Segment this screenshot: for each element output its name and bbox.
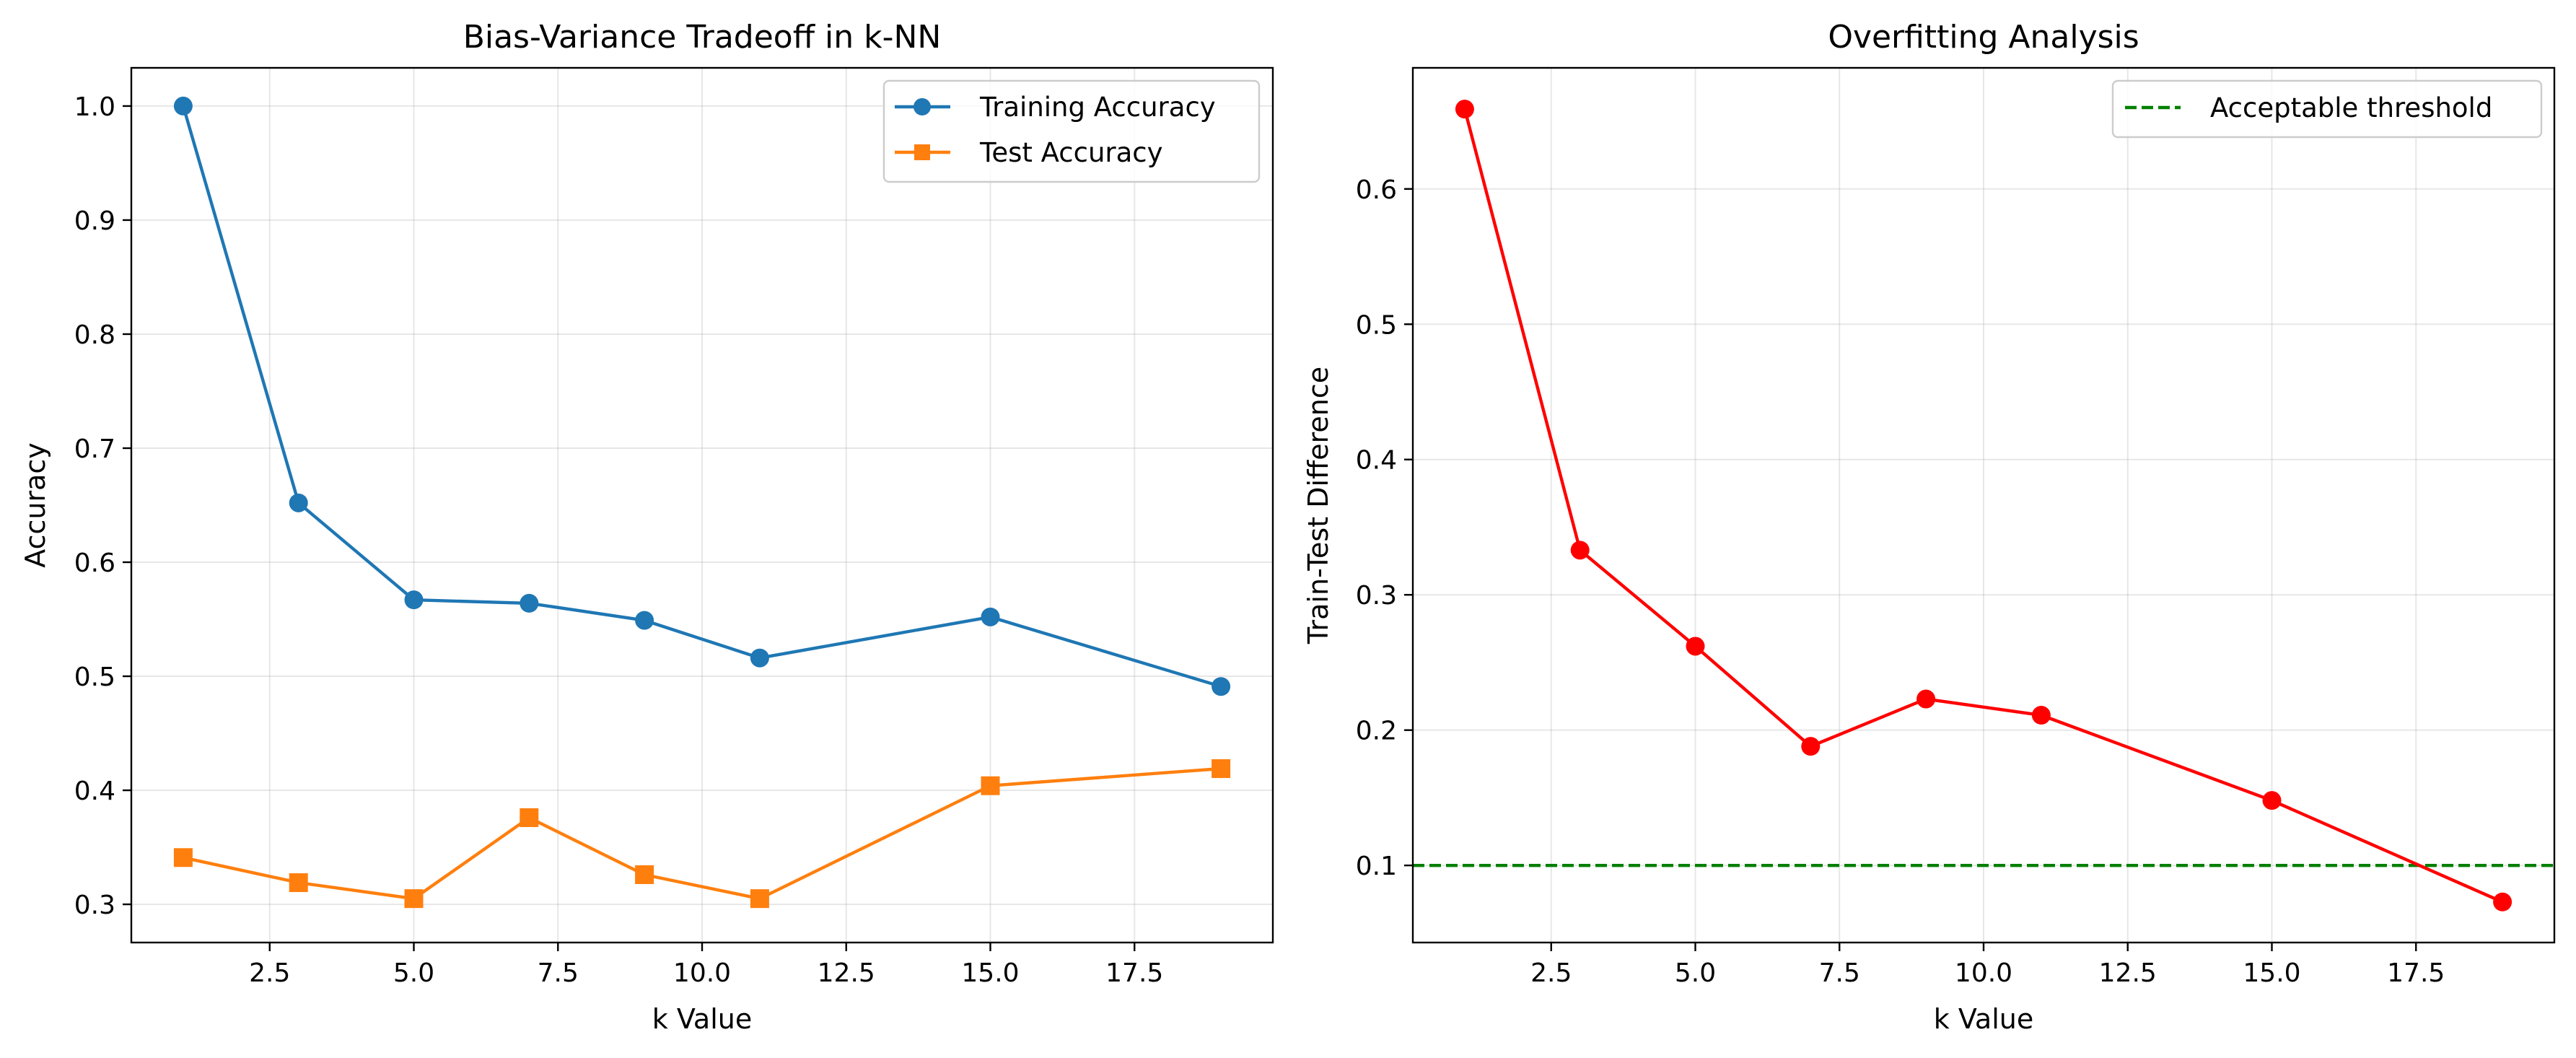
accuracy-chart: 2.5 5.0 7.5 10.0 12.5 15.0 17.5 0.3 0.4 0.5 0.6 0.7… (19, 19, 1274, 1035)
legend-label-threshold: Acceptable threshold (2210, 92, 2492, 123)
accuracy-chart-y-axis-label: Accuracy (19, 442, 51, 568)
y-tick-label: 0.3 (74, 891, 115, 920)
y-tick-label: 0.6 (74, 548, 115, 578)
x-tick-label: 15.0 (961, 958, 1019, 988)
legend-label-training: Training Accuracy (979, 92, 1216, 123)
y-tick-label: 0.6 (1356, 175, 1397, 205)
series-line (181, 105, 1222, 688)
data-point (289, 873, 308, 893)
y-tick-label: 0.4 (74, 777, 115, 806)
legend-marker-training (914, 98, 931, 115)
data-point (1455, 100, 1474, 119)
accuracy-chart-grid (131, 68, 1273, 943)
y-tick-label: 0.8 (74, 320, 115, 350)
y-tick-label: 0.2 (1356, 717, 1397, 746)
data-point (1801, 737, 1821, 756)
data-point (1916, 689, 1936, 709)
legend-box (882, 79, 1261, 183)
x-tick-label: 2.5 (1530, 958, 1572, 988)
y-tick-label: 0.9 (74, 206, 115, 236)
overfitting-chart-y-axis-label: Train-Test Difference (1302, 367, 1334, 644)
legend-label-test: Test Accuracy (979, 137, 1163, 168)
y-tick-label: 0.7 (74, 434, 115, 464)
accuracy-chart-x-axis-label: k Value (652, 1003, 752, 1035)
x-tick-label: 17.5 (1105, 958, 1163, 988)
data-point (520, 808, 539, 827)
overfitting-chart: 2.5 5.0 7.5 10.0 12.5 15.0 17.5 0.1 0.2 0.3 0.4 0.5… (1302, 19, 2556, 1035)
legend-box (2111, 79, 2543, 139)
x-tick-label: 7.5 (538, 958, 579, 988)
data-point (1686, 637, 1705, 656)
y-tick-label: 0.3 (1356, 581, 1397, 611)
overfitting-chart-title: Overfitting Analysis (1828, 19, 2139, 56)
data-point (404, 590, 424, 610)
series-line (1463, 108, 2503, 904)
data-point (750, 648, 769, 668)
series-line (183, 766, 1222, 901)
accuracy-chart-marks (173, 96, 1231, 909)
data-point (981, 607, 1000, 626)
accuracy-chart-title: Bias-Variance Tradeoff in k-NN (463, 19, 942, 56)
data-point (1212, 759, 1231, 779)
data-point (2031, 706, 2051, 725)
data-point (635, 865, 654, 884)
data-point (635, 611, 654, 630)
x-tick-label: 12.5 (818, 958, 875, 988)
y-tick-label: 0.4 (1356, 446, 1397, 476)
x-tick-label: 10.0 (673, 958, 731, 988)
overfitting-chart-x-axis-label: k Value (1934, 1003, 2033, 1035)
y-tick-label: 0.5 (1356, 310, 1397, 340)
data-point (173, 848, 193, 867)
data-point (404, 889, 424, 909)
overfitting-chart-ticks: 2.5 5.0 7.5 10.0 12.5 15.0 17.5 0.1 0.2 0.3 0.4 0.5… (1356, 175, 2445, 988)
overfitting-chart-marks (1413, 100, 2554, 911)
data-point (1570, 541, 1590, 560)
data-point (173, 96, 193, 115)
x-tick-label: 10.0 (1955, 958, 2012, 988)
x-tick-label: 7.5 (1819, 958, 1860, 988)
x-tick-label: 5.0 (393, 958, 434, 988)
y-tick-label: 0.1 (1356, 852, 1397, 881)
x-tick-label: 15.0 (2243, 958, 2300, 988)
accuracy-chart-legend: Training Accuracy Test Accuracy (882, 79, 1261, 183)
data-point (289, 493, 308, 512)
data-point (2262, 791, 2282, 810)
y-tick-label: 1.0 (74, 92, 115, 122)
x-tick-label: 17.5 (2387, 958, 2445, 988)
overfitting-chart-grid (1413, 68, 2554, 943)
overfitting-chart-legend: Acceptable threshold (2111, 79, 2543, 139)
data-point (2493, 892, 2513, 911)
legend-marker-test (914, 144, 930, 160)
data-point (750, 889, 769, 909)
x-tick-label: 2.5 (249, 958, 290, 988)
x-tick-label: 5.0 (1675, 958, 1716, 988)
x-tick-label: 12.5 (2099, 958, 2157, 988)
data-point (1212, 677, 1231, 696)
y-tick-label: 0.5 (74, 663, 115, 692)
data-point (520, 593, 539, 613)
accuracy-chart-ticks: 2.5 5.0 7.5 10.0 12.5 15.0 17.5 0.3 0.4 0.5 0.6 0.7… (74, 92, 1164, 988)
data-point (981, 776, 1000, 795)
